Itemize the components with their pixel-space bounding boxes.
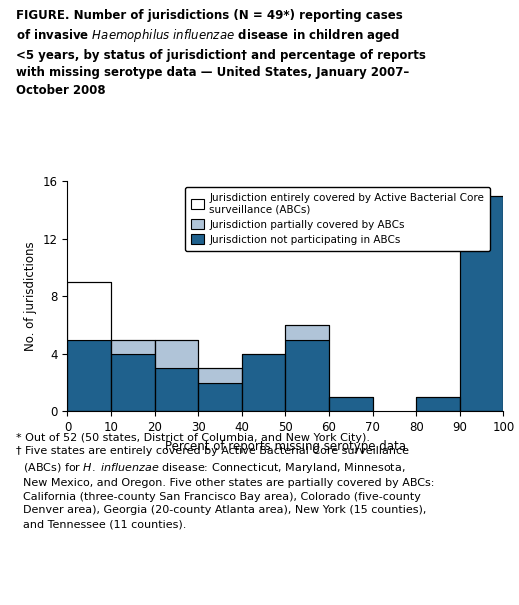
Bar — [242, 354, 285, 411]
Text: FIGURE. Number of jurisdictions (N = 49*) reporting cases
of invasive $\it{Haemo: FIGURE. Number of jurisdictions (N = 49*… — [16, 9, 426, 97]
Bar — [198, 368, 242, 411]
Legend: Jurisdiction entirely covered by Active Bacterial Core
surveillance (ABCs), Juri: Jurisdiction entirely covered by Active … — [185, 187, 490, 251]
Text: * Out of 52 (50 states, District of Columbia, and New York City).
† Five states : * Out of 52 (50 states, District of Colu… — [16, 433, 434, 529]
Bar — [198, 383, 242, 411]
Bar — [329, 397, 373, 411]
Bar — [285, 339, 329, 411]
X-axis label: Percent of reports missing serotype data: Percent of reports missing serotype data — [165, 440, 406, 453]
Bar — [155, 339, 198, 411]
Bar — [242, 354, 285, 411]
Bar — [155, 339, 198, 368]
Bar — [67, 282, 111, 411]
Bar — [285, 325, 329, 411]
Bar — [416, 397, 460, 411]
Bar — [111, 354, 155, 411]
Bar — [111, 339, 155, 411]
Bar — [285, 325, 329, 339]
Y-axis label: No. of jurisdictions: No. of jurisdictions — [24, 241, 37, 352]
Bar — [155, 368, 198, 411]
Bar — [67, 339, 111, 411]
Bar — [111, 339, 155, 354]
Bar — [329, 397, 373, 411]
Bar — [67, 282, 111, 339]
Bar — [460, 196, 503, 411]
Bar — [460, 196, 503, 411]
Bar — [416, 397, 460, 411]
Bar — [198, 368, 242, 383]
